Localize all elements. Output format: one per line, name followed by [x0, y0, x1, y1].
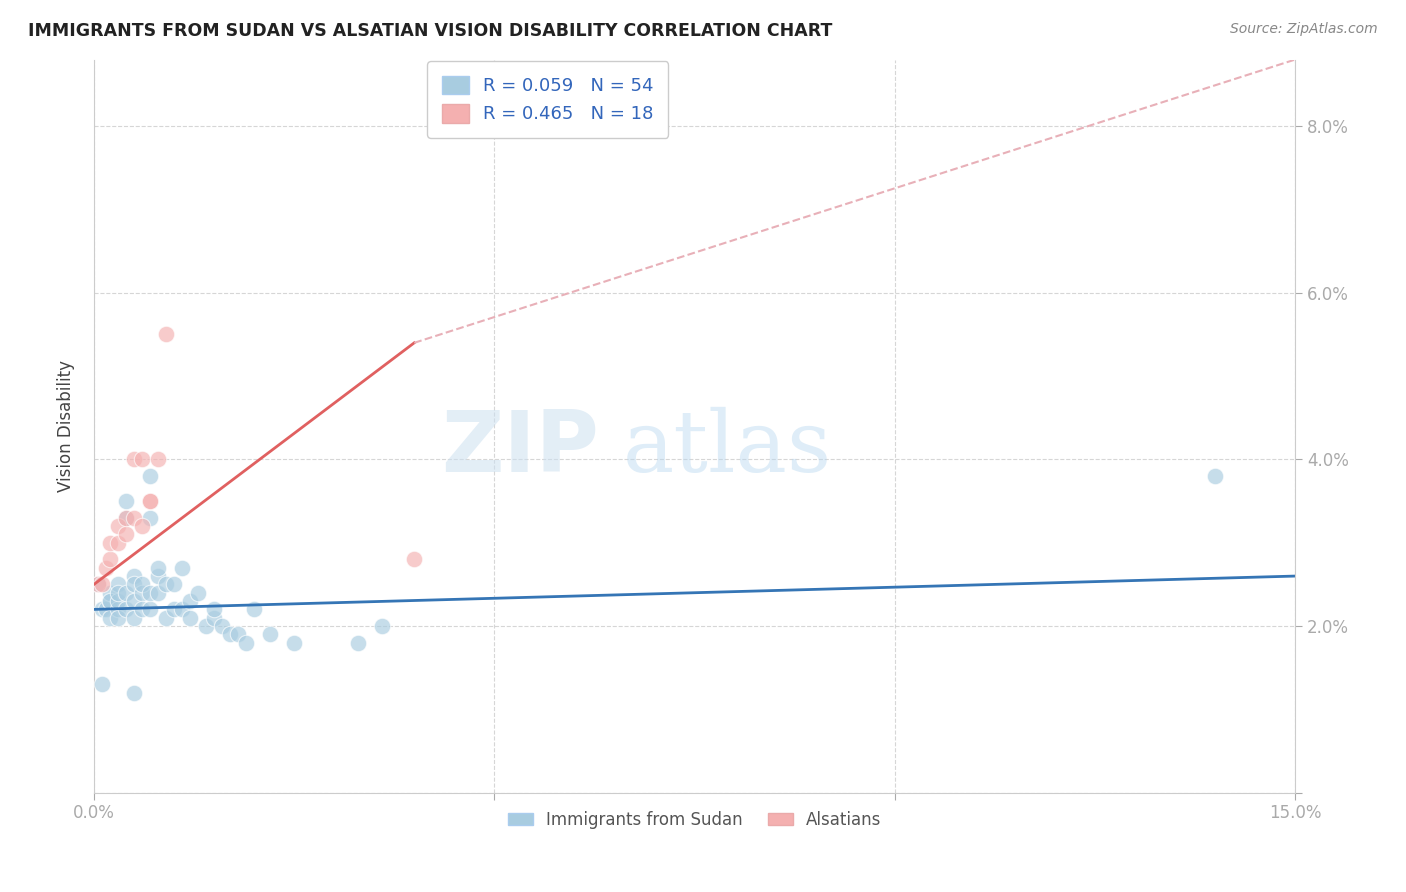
Point: [202, 611, 225, 625]
Point: [146, 569, 169, 583]
Point: [202, 602, 225, 616]
Point: [371, 619, 394, 633]
Point: [179, 611, 201, 625]
Point: [243, 602, 266, 616]
Point: [170, 602, 193, 616]
Point: [107, 611, 129, 625]
Point: [139, 494, 162, 508]
Point: [139, 602, 162, 616]
Point: [122, 686, 145, 700]
Point: [155, 577, 177, 591]
Point: [283, 636, 305, 650]
Point: [107, 602, 129, 616]
Point: [98, 535, 121, 549]
Point: [115, 510, 138, 524]
Point: [98, 594, 121, 608]
Point: [404, 552, 426, 566]
Point: [211, 619, 233, 633]
Point: [187, 585, 209, 599]
Point: [146, 452, 169, 467]
Point: [235, 636, 257, 650]
Point: [122, 577, 145, 591]
Point: [107, 535, 129, 549]
Point: [107, 585, 129, 599]
Point: [115, 585, 138, 599]
Point: [163, 602, 186, 616]
Point: [139, 469, 162, 483]
Point: [115, 527, 138, 541]
Point: [131, 585, 153, 599]
Point: [107, 594, 129, 608]
Point: [98, 594, 121, 608]
Legend: Immigrants from Sudan, Alsatians: Immigrants from Sudan, Alsatians: [501, 805, 889, 836]
Point: [163, 577, 186, 591]
Point: [115, 494, 138, 508]
Point: [226, 627, 249, 641]
Point: [155, 611, 177, 625]
Point: [347, 636, 370, 650]
Point: [155, 327, 177, 342]
Point: [122, 569, 145, 583]
Point: [87, 577, 110, 591]
Point: [131, 602, 153, 616]
Point: [179, 594, 201, 608]
Text: ZIP: ZIP: [440, 407, 599, 490]
Point: [98, 552, 121, 566]
Point: [122, 594, 145, 608]
Point: [91, 602, 114, 616]
Point: [146, 560, 169, 574]
Point: [91, 677, 114, 691]
Point: [98, 611, 121, 625]
Point: [122, 452, 145, 467]
Point: [107, 519, 129, 533]
Point: [87, 577, 110, 591]
Point: [170, 560, 193, 574]
Point: [98, 585, 121, 599]
Point: [131, 452, 153, 467]
Point: [131, 519, 153, 533]
Point: [122, 510, 145, 524]
Point: [139, 510, 162, 524]
Point: [94, 602, 117, 616]
Point: [94, 560, 117, 574]
Point: [259, 627, 281, 641]
Y-axis label: Vision Disability: Vision Disability: [58, 360, 75, 492]
Point: [139, 585, 162, 599]
Point: [115, 510, 138, 524]
Point: [146, 585, 169, 599]
Point: [91, 577, 114, 591]
Point: [131, 577, 153, 591]
Text: IMMIGRANTS FROM SUDAN VS ALSATIAN VISION DISABILITY CORRELATION CHART: IMMIGRANTS FROM SUDAN VS ALSATIAN VISION…: [28, 22, 832, 40]
Point: [1204, 469, 1226, 483]
Point: [139, 494, 162, 508]
Text: atlas: atlas: [623, 407, 831, 490]
Point: [107, 577, 129, 591]
Point: [115, 602, 138, 616]
Point: [122, 611, 145, 625]
Point: [195, 619, 218, 633]
Point: [219, 627, 242, 641]
Text: Source: ZipAtlas.com: Source: ZipAtlas.com: [1230, 22, 1378, 37]
